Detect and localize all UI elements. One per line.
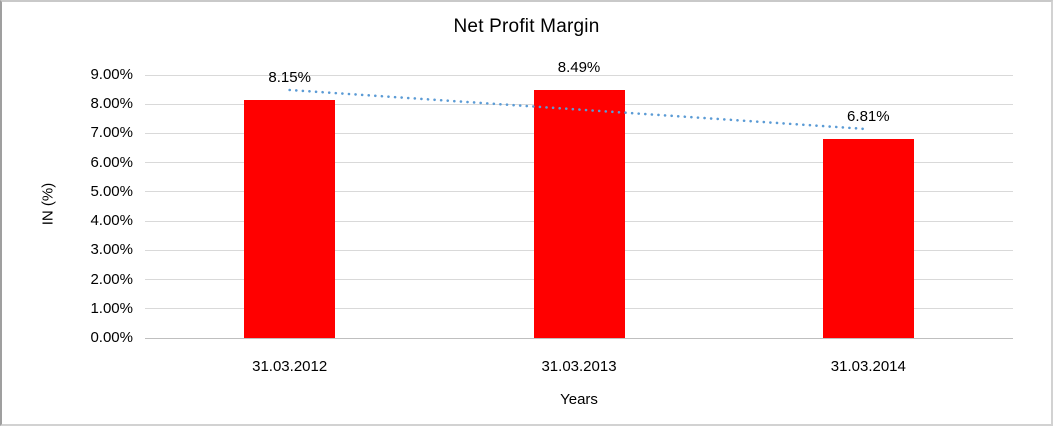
bar-31.03.2013 xyxy=(533,89,625,338)
x-category-label: 31.03.2013 xyxy=(541,358,617,375)
y-tick-label: 4.00% xyxy=(90,212,133,230)
x-axis-title: Years xyxy=(560,391,598,408)
bar-data-label: 6.81% xyxy=(847,107,890,125)
y-tick-label: 8.00% xyxy=(90,95,133,113)
y-tick-label: 9.00% xyxy=(90,66,133,83)
y-tick-label: 1.00% xyxy=(90,299,133,317)
bar-data-label: 8.15% xyxy=(268,68,311,86)
y-tick-label: 2.00% xyxy=(90,270,133,288)
x-category-label: 31.03.2014 xyxy=(830,358,906,375)
x-category-label: 31.03.2012 xyxy=(252,358,328,375)
bar-31.03.2014 xyxy=(822,138,914,338)
x-axis-line xyxy=(145,337,1013,339)
y-tick-label: 6.00% xyxy=(90,153,133,171)
bar-data-label: 8.49% xyxy=(557,58,601,76)
y-tick-label: 3.00% xyxy=(90,241,133,259)
y-tick-label: 7.00% xyxy=(90,124,133,142)
y-tick-label: 5.00% xyxy=(90,182,133,200)
bar-31.03.2012 xyxy=(244,99,336,338)
gridline xyxy=(145,74,1013,76)
y-tick-label: 0.00% xyxy=(90,329,133,346)
chart-title: Net Profit Margin xyxy=(453,16,600,37)
